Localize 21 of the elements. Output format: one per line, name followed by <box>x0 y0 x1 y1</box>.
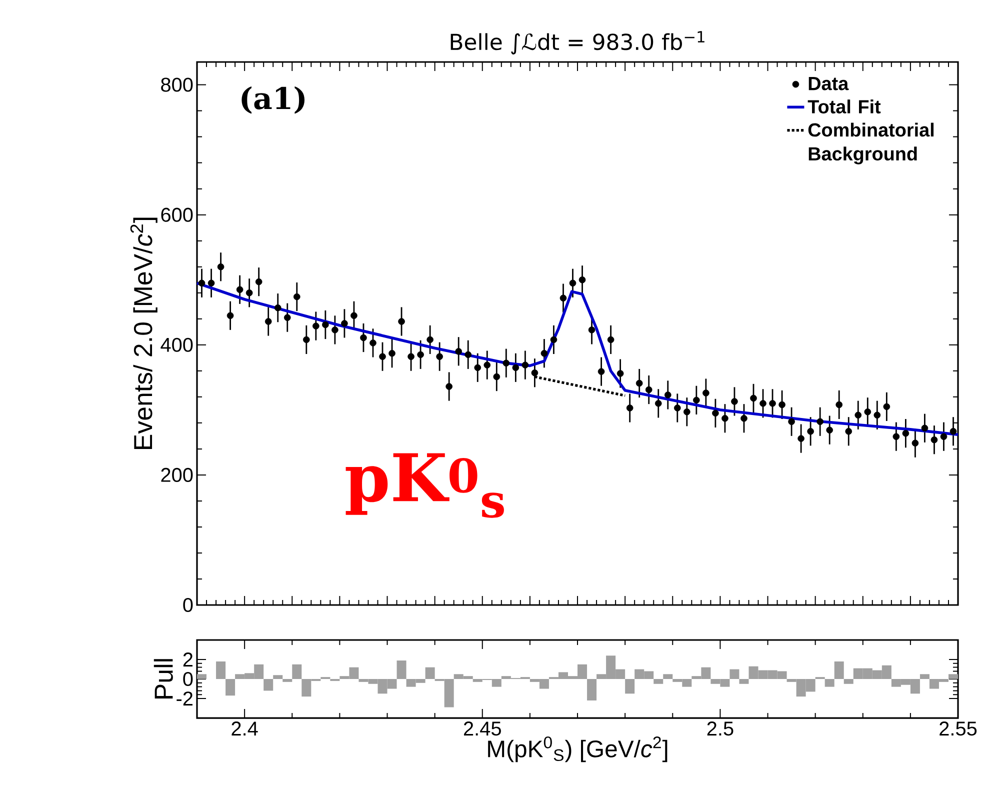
y-axis-title: Events/ 2.0 [MeV/c$^{2}$] <box>130 218 158 449</box>
x-tick-label: 2.55 <box>940 722 977 736</box>
y-tick-label: 0 <box>183 598 193 612</box>
x-tick-label: 2.45 <box>464 722 501 736</box>
y-tick-label: -2 <box>176 692 192 706</box>
y-tick-label: 600 <box>161 208 193 222</box>
y-tick-label: 400 <box>160 338 193 352</box>
legend-label: Total Fit <box>808 100 881 114</box>
x-tick-label: 2.5 <box>707 722 734 736</box>
annotation: pK$^{0}$$_{s}$ <box>346 453 504 518</box>
y-axis-title: Pull <box>154 659 173 698</box>
y-tick-label: 800 <box>161 78 193 92</box>
annotation: (a1) <box>242 86 304 114</box>
x-tick-label: 2.4 <box>232 722 258 736</box>
y-tick-label: 0 <box>183 672 193 686</box>
chart-title: Belle ∫ℒdt = 983.0 fb$^{−1}$ <box>450 31 704 55</box>
legend-label: Combinatorial Background <box>808 122 934 164</box>
x-axis-title: M(pK$^{0}$$_{S}$) [GeV/c$^{2}$] <box>488 736 668 762</box>
y-tick-label: 200 <box>161 468 193 482</box>
legend-label: Data <box>808 77 849 90</box>
y-tick-label: 2 <box>183 652 192 666</box>
